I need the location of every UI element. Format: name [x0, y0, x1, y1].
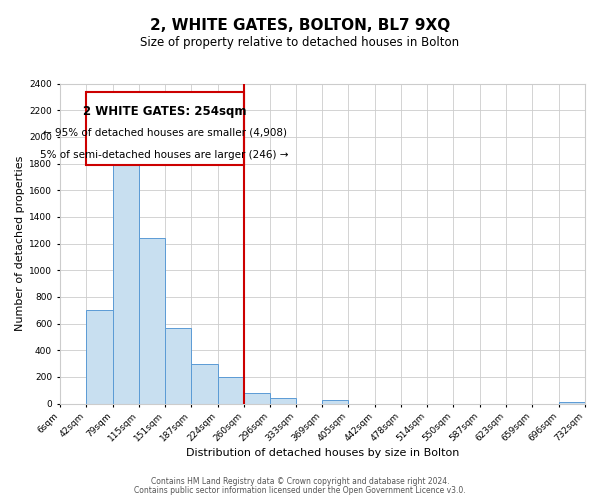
- Text: 5% of semi-detached houses are larger (246) →: 5% of semi-detached houses are larger (2…: [40, 150, 289, 160]
- Bar: [86, 92, 244, 165]
- X-axis label: Distribution of detached houses by size in Bolton: Distribution of detached houses by size …: [186, 448, 459, 458]
- Text: 2 WHITE GATES: 254sqm: 2 WHITE GATES: 254sqm: [83, 105, 247, 118]
- Bar: [86, 310, 113, 404]
- Bar: [322, 400, 349, 404]
- Text: Size of property relative to detached houses in Bolton: Size of property relative to detached ho…: [140, 36, 460, 49]
- Bar: [269, 398, 296, 404]
- Text: 2, WHITE GATES, BOLTON, BL7 9XQ: 2, WHITE GATES, BOLTON, BL7 9XQ: [150, 18, 450, 32]
- Y-axis label: Number of detached properties: Number of detached properties: [15, 156, 25, 331]
- Bar: [244, 393, 269, 404]
- Bar: [191, 364, 218, 404]
- Bar: [139, 238, 164, 404]
- Bar: [218, 377, 244, 404]
- Bar: [164, 328, 191, 404]
- Bar: [559, 402, 585, 404]
- Text: Contains public sector information licensed under the Open Government Licence v3: Contains public sector information licen…: [134, 486, 466, 495]
- Text: Contains HM Land Registry data © Crown copyright and database right 2024.: Contains HM Land Registry data © Crown c…: [151, 477, 449, 486]
- Text: ← 95% of detached houses are smaller (4,908): ← 95% of detached houses are smaller (4,…: [43, 128, 287, 138]
- Bar: [113, 144, 139, 404]
